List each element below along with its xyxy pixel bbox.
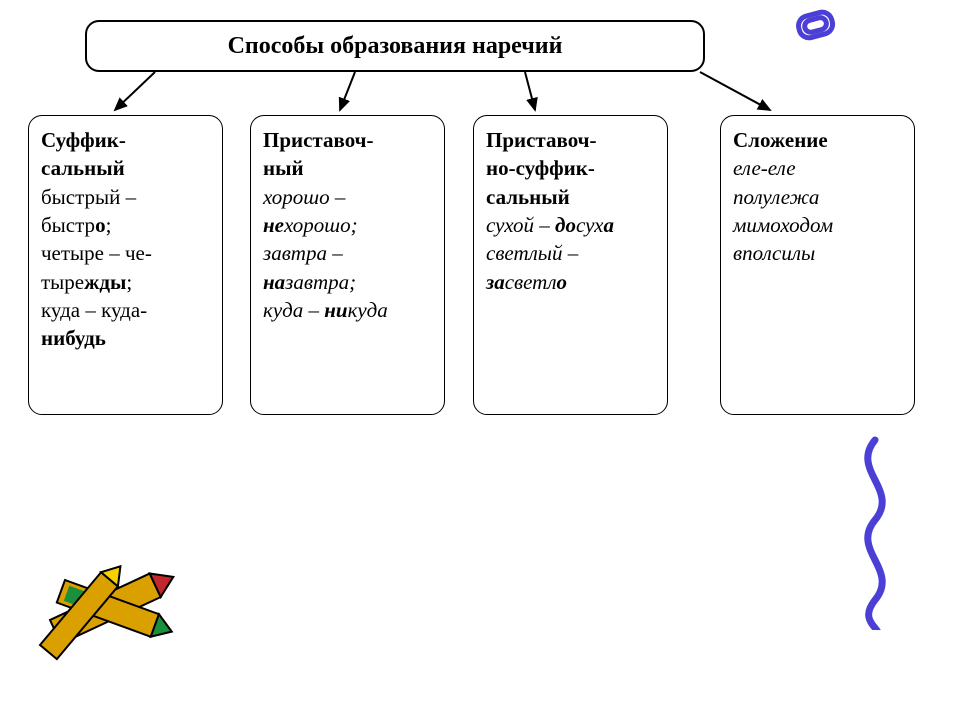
box-prefixsuffix-title: Приставоч-но-суффик-сальный <box>486 126 655 211</box>
squiggle-icon <box>830 430 900 630</box>
box-suffix-title: Суффик-сальный <box>41 126 210 183</box>
box-prefix-title: Приставоч-ный <box>263 126 432 183</box>
box-prefix: Приставоч-ный хорошо –нехорошо;завтра –н… <box>250 115 445 415</box>
paperclip-icon <box>790 5 850 55</box>
root-title-text: Способы образования наречий <box>228 33 563 60</box>
box-prefixsuffix-examples: сухой – досухасветлый –засветло <box>486 211 655 296</box>
box-compound: Сложение еле-елеполулежамимоходомвполсил… <box>720 115 915 415</box>
box-prefix-examples: хорошо –нехорошо;завтра –назавтра;куда –… <box>263 183 432 325</box>
box-compound-title: Сложение <box>733 126 902 154</box>
box-prefixsuffix: Приставоч-но-суффик-сальный сухой – досу… <box>473 115 668 415</box>
crayons-icon <box>30 540 210 700</box>
root-title-box: Способы образования наречий <box>85 20 705 72</box>
box-suffix: Суффик-сальный быстрый –быстро;четыре – … <box>28 115 223 415</box>
box-suffix-examples: быстрый –быстро;четыре – че-тырежды;куда… <box>41 183 210 353</box>
box-compound-examples: еле-елеполулежамимоходомвполсилы <box>733 154 902 267</box>
